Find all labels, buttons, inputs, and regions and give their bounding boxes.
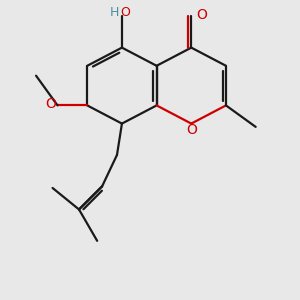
Text: O: O (186, 123, 197, 137)
Text: O: O (45, 97, 56, 111)
Text: O: O (196, 8, 207, 22)
Text: O: O (120, 6, 130, 19)
Text: H: H (109, 6, 119, 19)
